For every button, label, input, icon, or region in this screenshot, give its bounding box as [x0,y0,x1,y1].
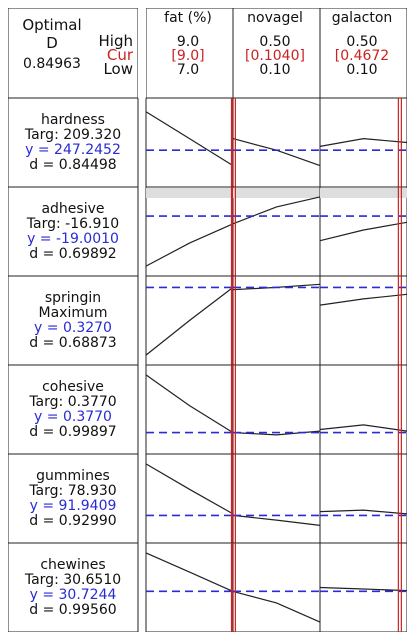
d-label: D [46,34,58,52]
response-plot-cell [145,453,234,544]
response-plot-cell [232,542,321,632]
factor-low-value: 0.10 [259,62,290,78]
response-goal: Maximum [39,305,108,321]
response-curve [145,111,234,167]
response-curve [145,552,234,592]
response-curve [232,196,321,225]
factor-high-value: 9.0 [177,34,199,50]
factor-current-value: [0.4672 [335,48,389,64]
response-plot-cell [319,98,407,188]
optimal-summary-panel: Optimal D 0.84963 High Cur Low [8,8,138,98]
response-curve [319,509,407,515]
response-goal: Targ: 209.320 [24,127,121,143]
response-name: gummines [36,468,110,484]
response-curve [319,221,407,242]
cur-label: Cur [107,46,134,64]
response-plot-cell [232,364,321,455]
response-curve [319,137,407,147]
response-predicted-value: y = 247.2452 [25,142,121,158]
response-predicted-value: y = 0.3770 [34,409,112,425]
response-plot-cell [145,186,234,277]
response-desirability: d = 0.99560 [29,602,116,618]
response-label-cell [8,186,139,277]
factor-low-value: 7.0 [177,62,199,78]
plot-top-band [146,188,233,198]
response-plot-cell [319,364,407,455]
response-goal: Targ: 30.6510 [24,572,121,588]
response-label-cell [8,453,139,544]
response-predicted-value: y = -19.0010 [27,231,119,247]
response-curve [232,590,321,623]
response-goal: Targ: 0.3770 [28,394,116,410]
response-name: adhesive [41,201,104,217]
response-predicted-value: y = 30.7244 [30,587,117,603]
response-predicted-value: y = 0.3270 [34,320,112,336]
high-label: High [99,32,133,50]
response-label-cell [8,275,139,366]
response-name: chewines [40,557,105,573]
response-desirability: d = 0.99897 [29,424,116,440]
optimal-summary-frame [8,8,138,98]
factor-header-cell [146,8,234,98]
response-curve [145,374,234,434]
plot-top-band [233,188,320,198]
optimal-label: Optimal [22,16,81,34]
response-plot-cell [232,453,321,544]
response-curve [145,223,234,267]
response-label-cell [8,542,139,632]
factor-name: fat (%) [164,10,212,26]
response-goal: Targ: -16.910 [26,216,119,232]
response-curve [145,463,234,515]
response-desirability: d = 0.68873 [29,335,116,351]
response-plot-cell [145,364,234,455]
factor-header-cell [319,8,407,98]
plot-top-band [320,188,407,198]
response-plot-cell [319,186,407,277]
factor-header: fat (%)9.0[9.0]7.0novagel0.50[0.1040]0.1… [146,8,407,98]
factor-name: novagel [247,10,303,26]
response-desirability: d = 0.84498 [29,157,116,173]
low-label: Low [103,60,133,78]
response-plot-cell [319,275,407,366]
response-curve [319,586,407,592]
factor-high-value: 0.50 [259,34,290,50]
factor-high-value: 0.50 [346,34,377,50]
factor-low-value: 0.10 [346,62,377,78]
response-curve [319,293,407,306]
response-desirability: d = 0.69892 [29,246,116,262]
response-plot-cell [319,453,407,544]
response-curve [319,424,407,432]
response-predicted-value: y = 91.9409 [30,498,117,514]
factor-current-value: [9.0] [171,48,204,64]
response-curve [145,286,234,356]
composite-desirability-value: 0.84963 [23,56,81,72]
response-plot-cell [232,186,321,277]
response-name: cohesive [42,379,104,395]
response-desirability: d = 0.92990 [29,513,116,529]
response-curve [232,514,321,526]
response-goal: Targ: 78.930 [28,483,116,499]
response-label-cell [8,364,139,455]
response-plot-cell [232,275,321,366]
factor-name: galacton [332,10,393,26]
response-plot-cell [145,542,234,632]
response-name: hardness [41,112,105,128]
factor-current-value: [0.1040] [245,48,305,64]
response-name: springin [45,290,101,306]
response-plot-cell [145,98,234,188]
